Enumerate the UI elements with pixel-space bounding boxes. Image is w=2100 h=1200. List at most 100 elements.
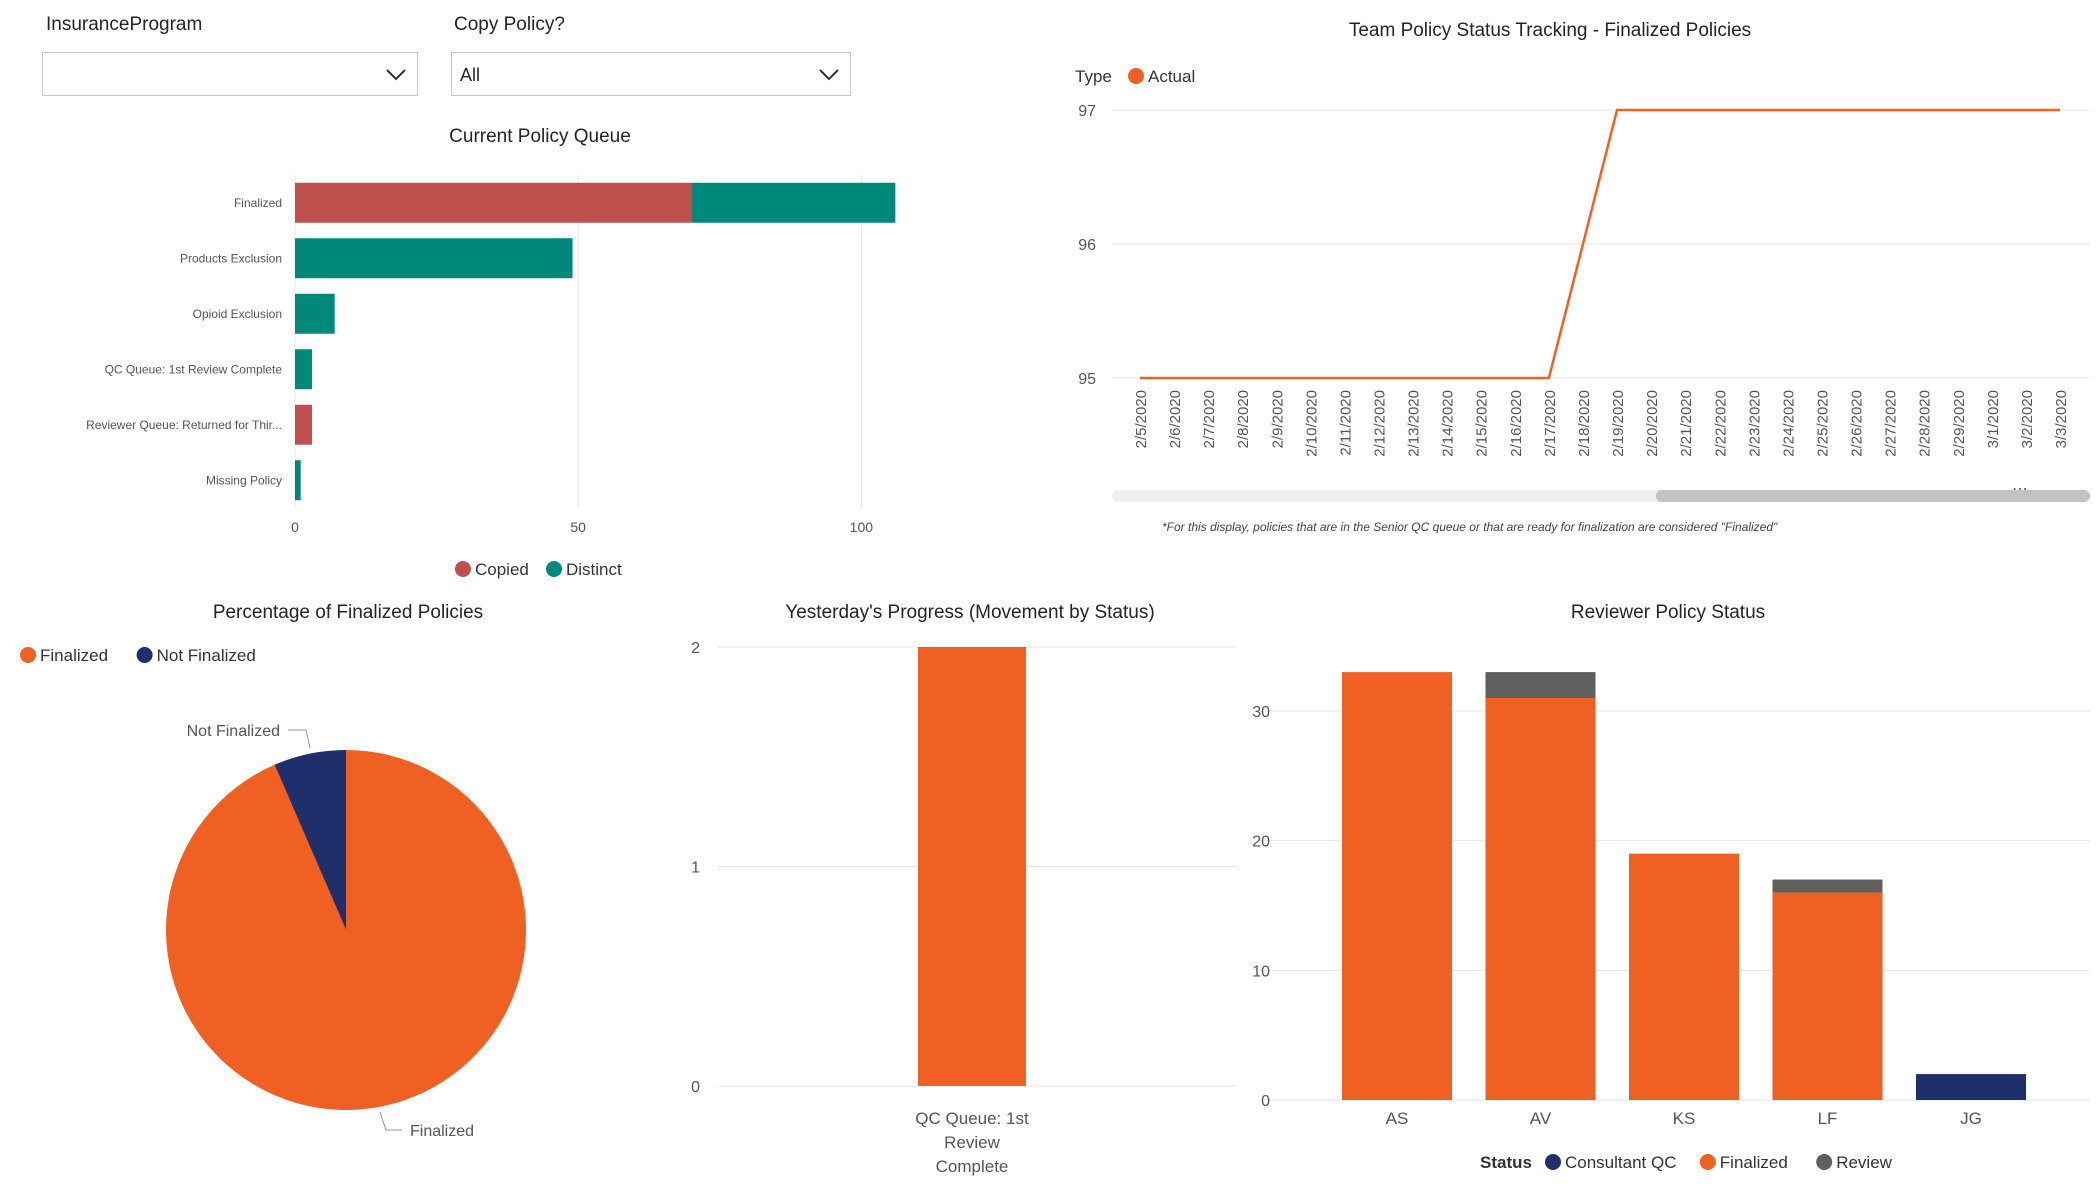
queue-category-label: Missing Policy	[206, 473, 282, 487]
legend-label-consultant-qc: Consultant QC	[1565, 1153, 1677, 1172]
legend-dot-review	[1816, 1154, 1833, 1170]
insurance-program-dropdown[interactable]	[42, 52, 418, 96]
tracking-x-tick: 2/20/2020	[1644, 390, 1661, 457]
legend-dot-finalized	[1699, 1154, 1716, 1170]
reviewer-category-label: AS	[1386, 1109, 1409, 1128]
legend-dot-not-finalized	[136, 647, 153, 663]
tracking-x-tick: 2/17/2020	[1542, 390, 1559, 457]
tracking-x-tick: 2/22/2020	[1712, 390, 1729, 457]
reviewer-y-tick: 0	[1261, 1093, 1270, 1110]
tracking-x-tick: 3/1/2020	[1985, 390, 2002, 448]
queue-category-label: Reviewer Queue: Returned for Thir...	[86, 418, 282, 432]
more-options-icon[interactable]: ⋯	[2012, 481, 2028, 498]
progress-y-tick: 0	[691, 1079, 700, 1096]
reviewer-category-label: JG	[1960, 1109, 1982, 1128]
tracking-x-tick: 2/8/2020	[1235, 390, 1252, 448]
tracking-scrollbar[interactable]	[1112, 490, 2090, 502]
legend-dot-copied	[455, 561, 471, 577]
tracking-x-tick: 2/16/2020	[1508, 390, 1525, 457]
legend-dot-consultant-qc	[1545, 1154, 1561, 1170]
queue-category-label: Opioid Exclusion	[193, 307, 282, 321]
tracking-x-tick: 2/26/2020	[1849, 390, 1866, 457]
tracking-x-tick: 2/24/2020	[1780, 390, 1797, 457]
pie-leader-finalized	[379, 1111, 402, 1131]
reviewer-y-tick: 10	[1252, 963, 1270, 980]
reviewer-category-label: LF	[1818, 1109, 1838, 1128]
tracking-y-tick: 97	[1078, 103, 1096, 120]
reviewer-bar-review	[1772, 879, 1883, 893]
tracking-footnote: *For this display, policies that are in …	[1162, 520, 1778, 534]
legend-label-finalized: Finalized	[1720, 1153, 1788, 1172]
progress-category-label: Review	[944, 1133, 1000, 1152]
tracking-line-actual	[1140, 108, 2060, 380]
pie-slice-not-finalized	[274, 750, 346, 930]
progress-category-label: Complete	[936, 1157, 1009, 1176]
queue-category-label: Products Exclusion	[180, 251, 282, 265]
tracking-x-tick: 3/2/2020	[2019, 390, 2036, 448]
progress-y-tick: 1	[691, 860, 700, 877]
tracking-x-tick: 3/3/2020	[2053, 390, 2070, 448]
queue-chart-title: Current Policy Queue	[449, 126, 631, 147]
queue-bar-distinct	[295, 349, 312, 390]
queue-bar-distinct	[295, 238, 573, 279]
reviewer-bar-finalized	[1485, 698, 1596, 1100]
legend-label-distinct: Distinct	[566, 560, 622, 579]
queue-bar-distinct	[691, 182, 896, 223]
tracking-x-tick: 2/14/2020	[1440, 390, 1457, 457]
tracking-x-tick: 2/5/2020	[1133, 390, 1150, 448]
reviewer-bar-finalized	[1342, 672, 1452, 1100]
tracking-scrollbar-thumb[interactable]	[1656, 490, 2090, 502]
tracking-x-tick: 2/10/2020	[1303, 390, 1320, 457]
pie-slice-finalized	[165, 750, 526, 1111]
legend-label-not-finalized: Not Finalized	[157, 646, 256, 665]
copy-policy-value: All	[460, 65, 481, 85]
tracking-x-tick: 2/9/2020	[1269, 390, 1286, 448]
tracking-y-tick: 96	[1078, 237, 1096, 254]
tracking-x-tick: 2/7/2020	[1201, 390, 1218, 448]
queue-x-tick: 0	[291, 519, 299, 535]
pie-data-label-finalized: Finalized	[410, 1123, 474, 1140]
legend-dot-actual	[1128, 68, 1144, 84]
reviewer-bar-finalized	[1772, 892, 1883, 1100]
tracking-x-tick: 2/27/2020	[1883, 390, 1900, 457]
reviewer-bar-review	[1485, 672, 1596, 699]
reviewer-category-label: AV	[1530, 1109, 1552, 1128]
tracking-x-tick: 2/12/2020	[1372, 390, 1389, 457]
tracking-y-tick: 95	[1078, 371, 1096, 388]
tracking-x-tick: 2/13/2020	[1406, 390, 1423, 457]
progress-y-tick: 2	[691, 640, 700, 657]
tracking-x-tick: 2/28/2020	[1917, 390, 1934, 457]
pie-chart-title: Percentage of Finalized Policies	[212, 602, 484, 623]
tracking-chart-title: Team Policy Status Tracking - Finalized …	[1348, 20, 1752, 41]
queue-category-label: QC Queue: 1st Review Complete	[105, 362, 283, 376]
tracking-x-tick: 2/15/2020	[1474, 390, 1491, 457]
tracking-legend-title: Type	[1075, 67, 1112, 86]
queue-category-label: Finalized	[234, 196, 282, 210]
legend-dot-distinct	[546, 561, 562, 577]
tracking-x-tick: 2/18/2020	[1576, 390, 1593, 457]
copy-policy-label: Copy Policy?	[454, 14, 565, 35]
tracking-x-tick: 2/19/2020	[1610, 390, 1627, 457]
queue-x-tick: 100	[850, 519, 874, 535]
reviewer-legend-title: Status	[1480, 1153, 1532, 1172]
queue-bar-copied	[295, 404, 312, 445]
queue-bar-distinct	[295, 293, 335, 334]
legend-label-copied: Copied	[475, 560, 529, 579]
chevron-down-icon	[386, 69, 406, 81]
reviewer-y-tick: 30	[1252, 704, 1270, 721]
pie-leader-not-finalized	[288, 729, 311, 749]
legend-dot-finalized	[20, 647, 36, 663]
reviewer-bar-finalized	[1629, 853, 1739, 1100]
queue-bar-copied	[295, 182, 692, 223]
queue-x-tick: 50	[570, 519, 586, 535]
insurance-program-label: InsuranceProgram	[46, 14, 203, 35]
tracking-x-tick: 2/6/2020	[1167, 390, 1184, 448]
chevron-down-icon	[819, 69, 839, 81]
copy-policy-dropdown[interactable]: All	[451, 52, 851, 96]
legend-label-finalized: Finalized	[40, 646, 108, 665]
tracking-x-tick: 2/11/2020	[1337, 390, 1354, 456]
reviewer-category-label: KS	[1673, 1109, 1696, 1128]
